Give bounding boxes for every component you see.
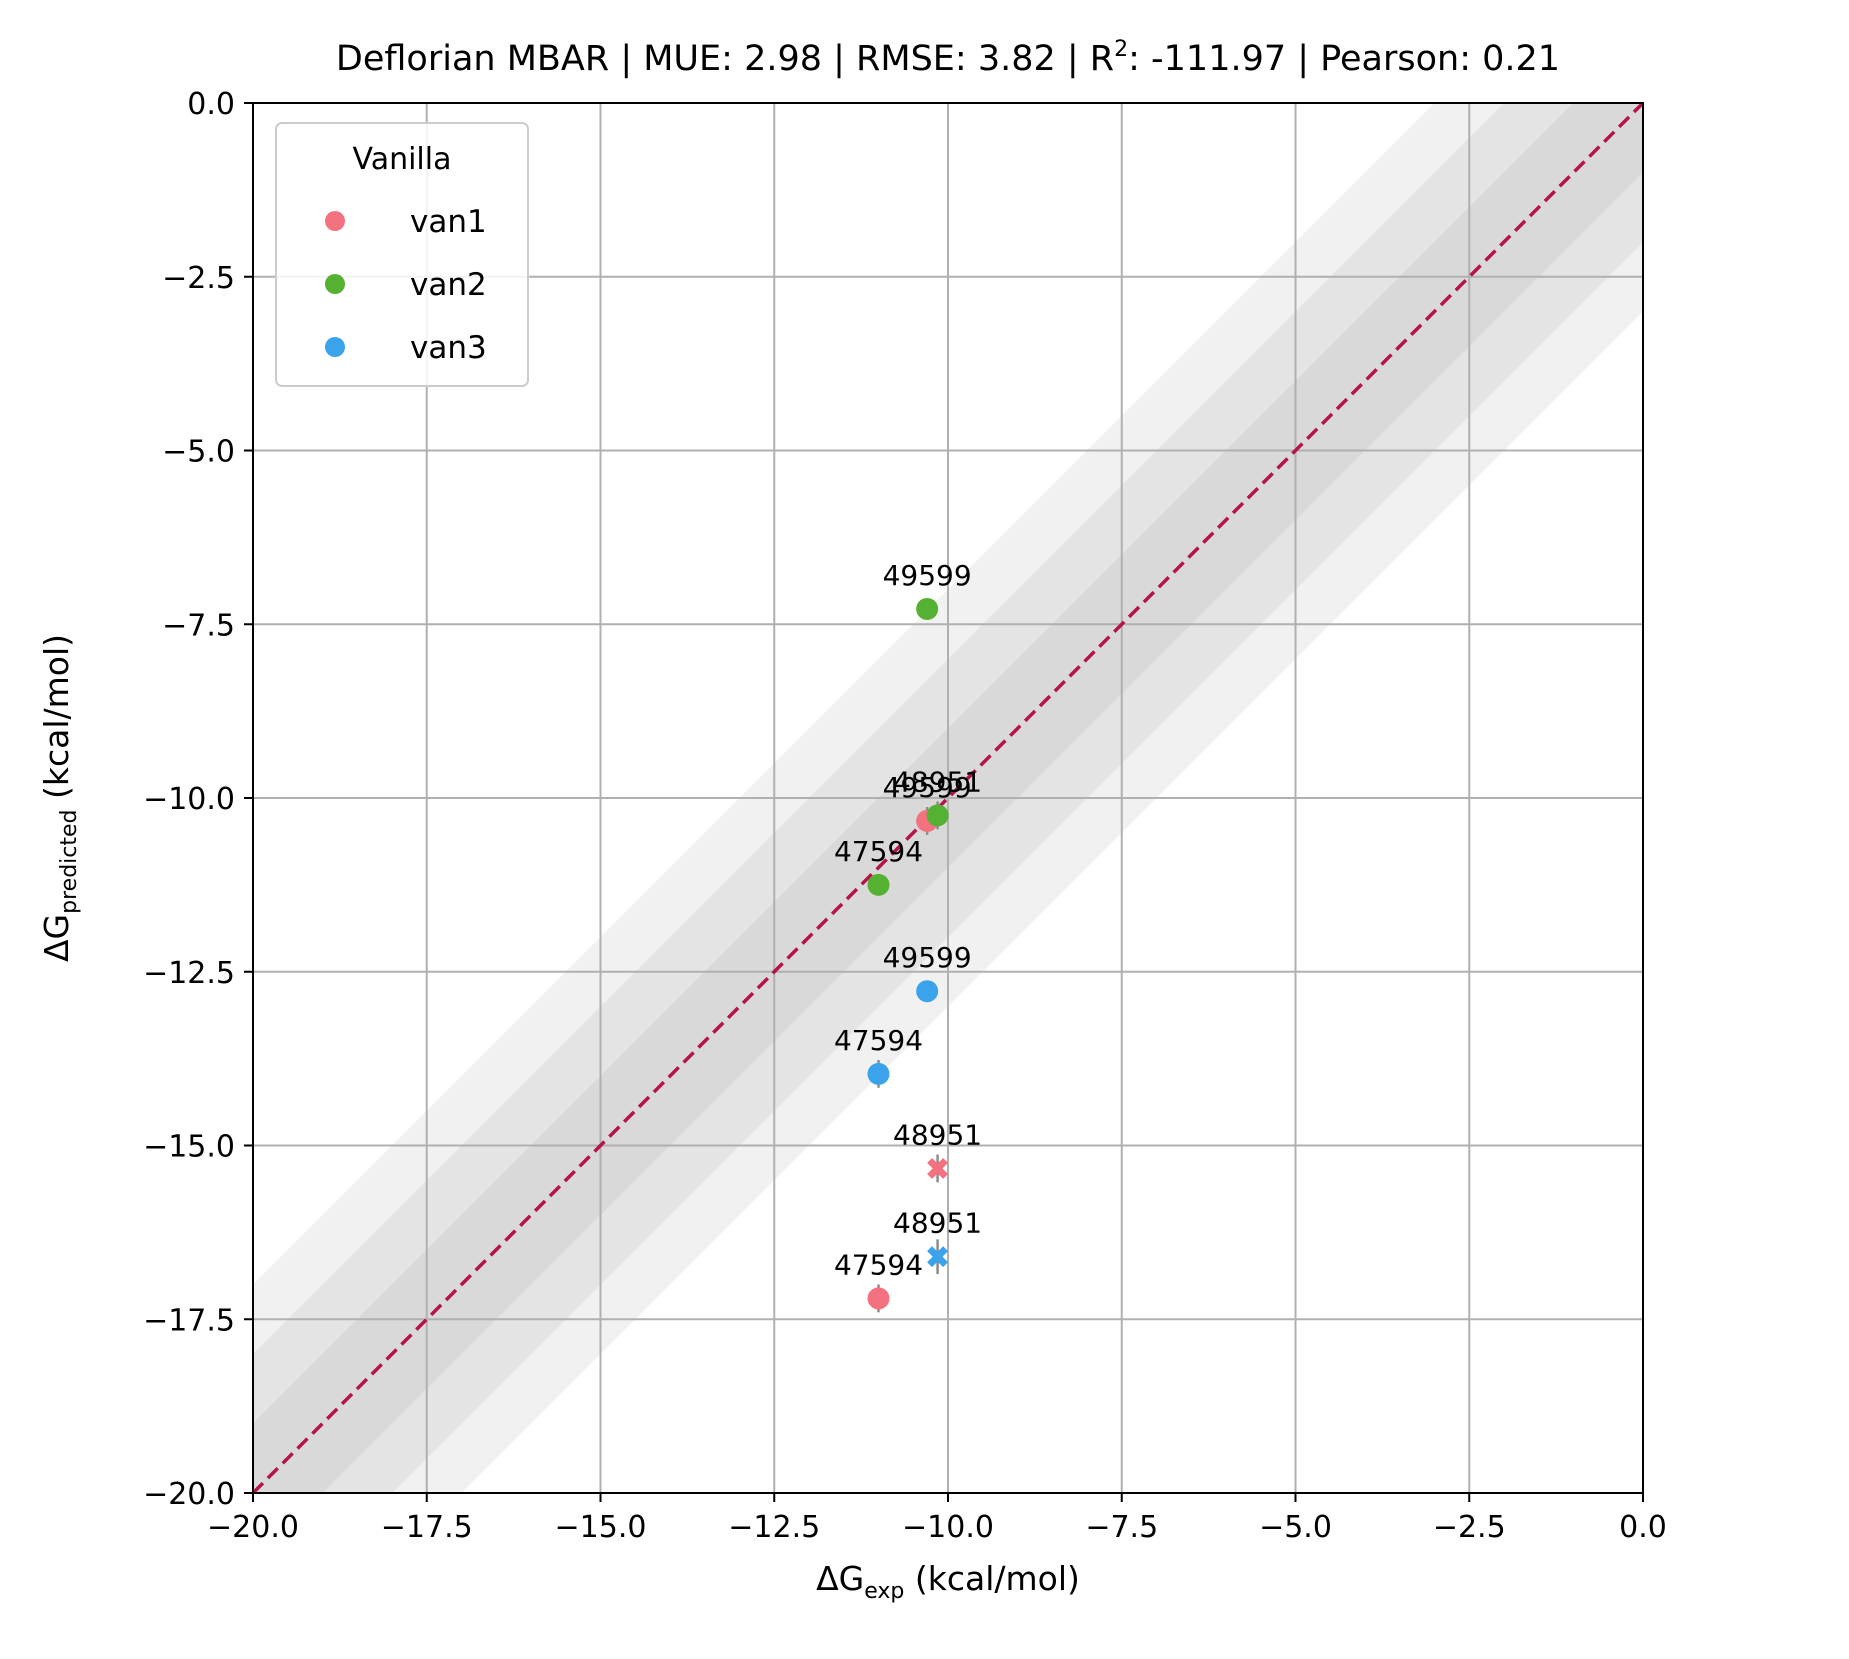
data-point-x-marker bbox=[927, 1246, 949, 1268]
point-label: 47594 bbox=[834, 1248, 923, 1281]
data-point bbox=[916, 980, 939, 1003]
x-axis-label: ΔGexp (kcal/mol) bbox=[816, 1559, 1080, 1604]
x-tick-label: −2.5 bbox=[1433, 1510, 1506, 1545]
legend-label-van3: van3 bbox=[410, 330, 487, 366]
y-tick-label: −5.0 bbox=[162, 435, 235, 470]
point-label: 48951 bbox=[893, 1118, 982, 1151]
data-point bbox=[867, 1062, 890, 1085]
series-van1 bbox=[867, 807, 949, 1313]
y-axis-label: ΔGpredicted (kcal/mol) bbox=[37, 634, 82, 962]
y-tick-label: −10.0 bbox=[143, 782, 235, 817]
legend-box bbox=[275, 122, 529, 387]
point-label: 49599 bbox=[883, 771, 972, 804]
series-van2 bbox=[867, 597, 949, 896]
data-point-x-marker bbox=[927, 1157, 949, 1179]
plot-area bbox=[253, 103, 1643, 1493]
data-point bbox=[926, 804, 949, 827]
legend-label-van1: van1 bbox=[410, 204, 487, 240]
legend-marker-van1 bbox=[325, 211, 345, 231]
x-tick-label: −10.0 bbox=[902, 1510, 994, 1545]
x-tick-label: −20.0 bbox=[207, 1510, 299, 1545]
data-point bbox=[867, 873, 890, 896]
legend-marker-van2 bbox=[325, 274, 345, 294]
point-label: 49599 bbox=[883, 559, 972, 592]
point-label: 47594 bbox=[834, 835, 923, 868]
identity-line bbox=[253, 103, 1643, 1493]
point-label: 47594 bbox=[834, 1024, 923, 1057]
data-point bbox=[916, 597, 939, 620]
x-tick-label: −15.0 bbox=[555, 1510, 647, 1545]
x-tick-label: −7.5 bbox=[1085, 1510, 1158, 1545]
point-label: 48951 bbox=[893, 1207, 982, 1240]
chart-title: Deflorian MBAR | MUE: 2.98 | RMSE: 3.82 … bbox=[336, 37, 1560, 79]
plot-clipped-group bbox=[253, 103, 1643, 1493]
series-van3 bbox=[867, 980, 949, 1275]
y-tick-label: −7.5 bbox=[162, 608, 235, 643]
chart-labels: 4959947594489514959947594489514959947594… bbox=[37, 37, 1560, 1604]
point-label: 48951 bbox=[893, 765, 982, 798]
legend: Vanilla van1 van2 van3 bbox=[275, 122, 529, 387]
axes: −20.0 −17.5 −15.0 −12.5 −10.0 −7.5 −5.0 −2.5 0.0… bbox=[143, 87, 1667, 1545]
legend-label-van2: van2 bbox=[410, 267, 487, 303]
legend-title: Vanilla bbox=[353, 142, 452, 177]
y-tick-label: −17.5 bbox=[143, 1303, 235, 1338]
point-label: 49599 bbox=[883, 941, 972, 974]
y-tick-label: −12.5 bbox=[143, 956, 235, 991]
y-tick-label: −2.5 bbox=[162, 261, 235, 296]
x-tick-label: 0.0 bbox=[1619, 1510, 1667, 1545]
y-tick-label: −20.0 bbox=[143, 1477, 235, 1512]
x-tick-label: −17.5 bbox=[381, 1510, 473, 1545]
x-tick-label: −5.0 bbox=[1259, 1510, 1332, 1545]
data-point bbox=[867, 1287, 890, 1310]
x-tick-label: −12.5 bbox=[728, 1510, 820, 1545]
y-tick-label: 0.0 bbox=[187, 87, 235, 122]
y-tick-label: −15.0 bbox=[143, 1130, 235, 1165]
legend-marker-van3 bbox=[325, 337, 345, 357]
